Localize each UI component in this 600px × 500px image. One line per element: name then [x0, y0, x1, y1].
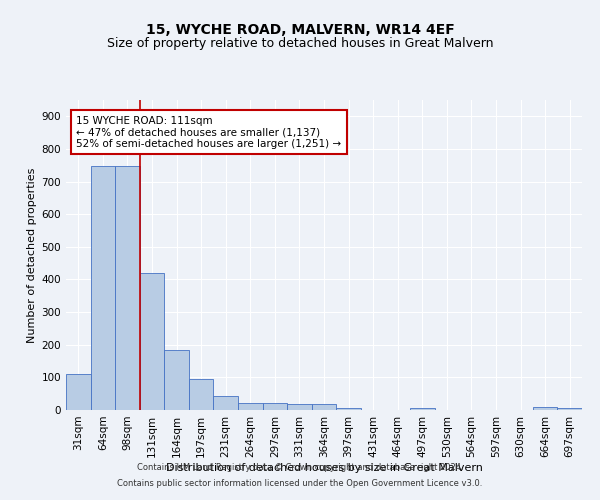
Bar [336, 408, 361, 410]
Y-axis label: Number of detached properties: Number of detached properties [28, 168, 37, 342]
Bar [140, 273, 164, 410]
X-axis label: Distribution of detached houses by size in Great Malvern: Distribution of detached houses by size … [166, 462, 482, 472]
Text: Contains HM Land Registry data © Crown copyright and database right 2024.: Contains HM Land Registry data © Crown c… [137, 464, 463, 472]
Bar [66, 374, 91, 410]
Bar [91, 166, 115, 410]
Bar [214, 396, 238, 410]
Bar [115, 166, 140, 410]
Bar [189, 379, 214, 410]
Bar [287, 404, 312, 410]
Text: Contains public sector information licensed under the Open Government Licence v3: Contains public sector information licen… [118, 478, 482, 488]
Text: Size of property relative to detached houses in Great Malvern: Size of property relative to detached ho… [107, 38, 493, 51]
Bar [263, 403, 287, 410]
Bar [238, 404, 263, 410]
Text: 15 WYCHE ROAD: 111sqm
← 47% of detached houses are smaller (1,137)
52% of semi-d: 15 WYCHE ROAD: 111sqm ← 47% of detached … [76, 116, 341, 148]
Bar [164, 350, 189, 410]
Bar [410, 408, 434, 410]
Bar [533, 408, 557, 410]
Bar [312, 404, 336, 410]
Text: 15, WYCHE ROAD, MALVERN, WR14 4EF: 15, WYCHE ROAD, MALVERN, WR14 4EF [146, 22, 454, 36]
Bar [557, 408, 582, 410]
